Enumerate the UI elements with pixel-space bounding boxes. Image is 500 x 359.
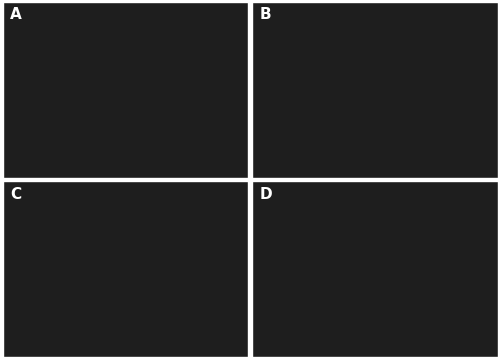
Text: D: D	[260, 187, 272, 201]
Text: B: B	[260, 7, 272, 22]
Text: C: C	[10, 187, 21, 201]
Text: A: A	[10, 7, 22, 22]
